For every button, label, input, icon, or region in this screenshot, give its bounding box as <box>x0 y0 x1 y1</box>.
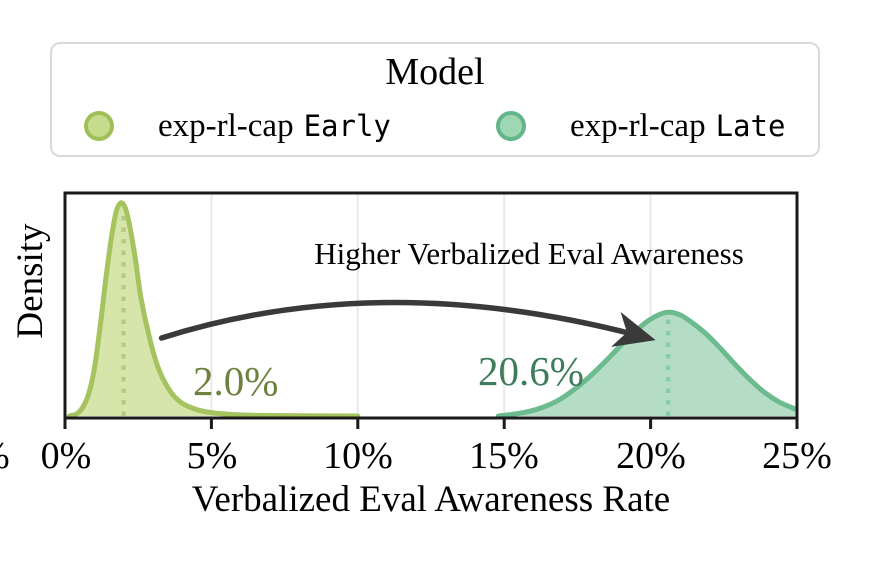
x-tick-label-15: 15% <box>469 435 539 477</box>
early-series-marker-icon <box>84 111 114 141</box>
legend-entry-early: exp-rl-cap Early <box>84 105 391 147</box>
x-axis-title: Verbalized Eval Awareness Rate <box>191 479 671 520</box>
legend-label-early-mono: Early <box>303 109 391 143</box>
plot-border <box>63 191 799 420</box>
legend-title: Model <box>385 51 485 93</box>
legend-label-late-mono: Late <box>715 109 786 143</box>
x-tick-label-25: 25% <box>762 435 832 477</box>
x-tick-label-20: 20% <box>616 435 686 477</box>
x-tick-label-0: 0% <box>40 435 92 477</box>
late-mode-value-label: 20.6% <box>478 348 584 394</box>
late-density-curve <box>495 309 797 418</box>
clipped-left-tick-fragment: % <box>0 434 10 478</box>
y-axis-title: Density <box>10 223 51 339</box>
late-series-marker-icon <box>496 111 526 141</box>
arrow-annotation-text: Higher Verbalized Eval Awareness <box>314 236 744 271</box>
early-density-area <box>69 202 358 416</box>
legend-label-early: exp-rl-cap <box>158 107 294 144</box>
x-tick-label-5: 5% <box>186 435 238 477</box>
x-tick-label-10: 10% <box>323 435 393 477</box>
early-density-curve <box>66 200 361 418</box>
legend-entry-late: exp-rl-cap Late <box>496 105 785 147</box>
legend-label-late: exp-rl-cap <box>570 107 706 144</box>
late-density-area <box>498 312 797 416</box>
early-mode-value-label: 2.0% <box>193 358 279 404</box>
legend-box <box>50 42 820 157</box>
trend-arrow <box>158 299 656 347</box>
